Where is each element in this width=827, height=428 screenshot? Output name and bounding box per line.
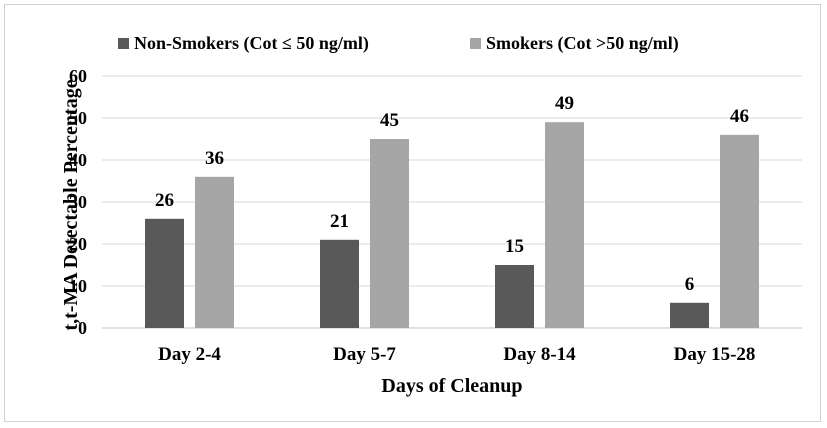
data-label: 46 <box>730 106 749 127</box>
data-label: 36 <box>205 148 224 169</box>
bar-smokers <box>370 139 409 328</box>
y-tick-labels: 0 10 20 30 40 50 60 <box>69 66 87 338</box>
x-tick-label: Day 2-4 <box>158 344 221 365</box>
y-tick-label: 30 <box>69 192 87 212</box>
legend-swatch <box>470 38 481 49</box>
bar-non-smokers <box>670 302 709 328</box>
data-label: 45 <box>380 110 399 131</box>
y-tick-label: 60 <box>69 66 87 86</box>
data-labels: 26 36 21 45 15 49 6 46 <box>155 93 749 295</box>
bars <box>145 122 759 328</box>
x-tick-label: Day 5-7 <box>333 344 396 365</box>
x-tick-label: Day 15-28 <box>674 344 756 365</box>
bar-non-smokers <box>145 218 184 328</box>
legend-label: Non-Smokers (Cot ≤ 50 ng/ml) <box>134 33 369 54</box>
data-label: 6 <box>685 274 695 295</box>
legend: Non-Smokers (Cot ≤ 50 ng/ml) Smokers (Cot… <box>118 33 679 54</box>
data-label: 21 <box>330 211 349 232</box>
y-tick-label: 40 <box>69 150 87 170</box>
bar-smokers <box>720 134 759 328</box>
legend-swatch <box>118 38 129 49</box>
bar-smokers <box>545 122 584 328</box>
y-tick-label: 10 <box>69 276 87 296</box>
data-label: 49 <box>555 93 574 114</box>
y-tick-label: 50 <box>69 108 87 128</box>
y-tick-label: 0 <box>78 318 87 338</box>
x-axis-label: Days of Cleanup <box>381 375 522 397</box>
x-tick-label: Day 8-14 <box>503 344 576 365</box>
y-axis-label: t,t-MA Detectable Percentage <box>60 79 82 330</box>
data-label: 15 <box>505 236 524 257</box>
legend-label: Smokers (Cot >50 ng/ml) <box>486 33 679 54</box>
bar-smokers <box>195 176 234 328</box>
y-tick-label: 20 <box>69 234 87 254</box>
data-label: 26 <box>155 190 174 211</box>
chart-frame <box>4 4 821 422</box>
x-tick-labels: Day 2-4 Day 5-7 Day 8-14 Day 15-28 <box>158 344 755 365</box>
bar-non-smokers <box>495 265 534 328</box>
bar-non-smokers <box>320 239 359 328</box>
